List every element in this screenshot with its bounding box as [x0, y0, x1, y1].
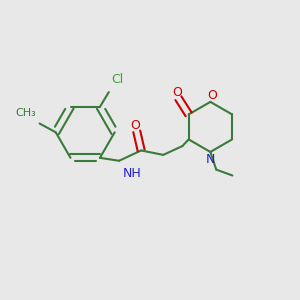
Text: O: O: [130, 119, 140, 132]
Text: O: O: [207, 89, 217, 102]
Text: CH₃: CH₃: [15, 108, 36, 118]
Text: N: N: [206, 153, 215, 166]
Text: NH: NH: [123, 167, 141, 180]
Text: Cl: Cl: [112, 73, 124, 86]
Text: O: O: [172, 86, 182, 99]
